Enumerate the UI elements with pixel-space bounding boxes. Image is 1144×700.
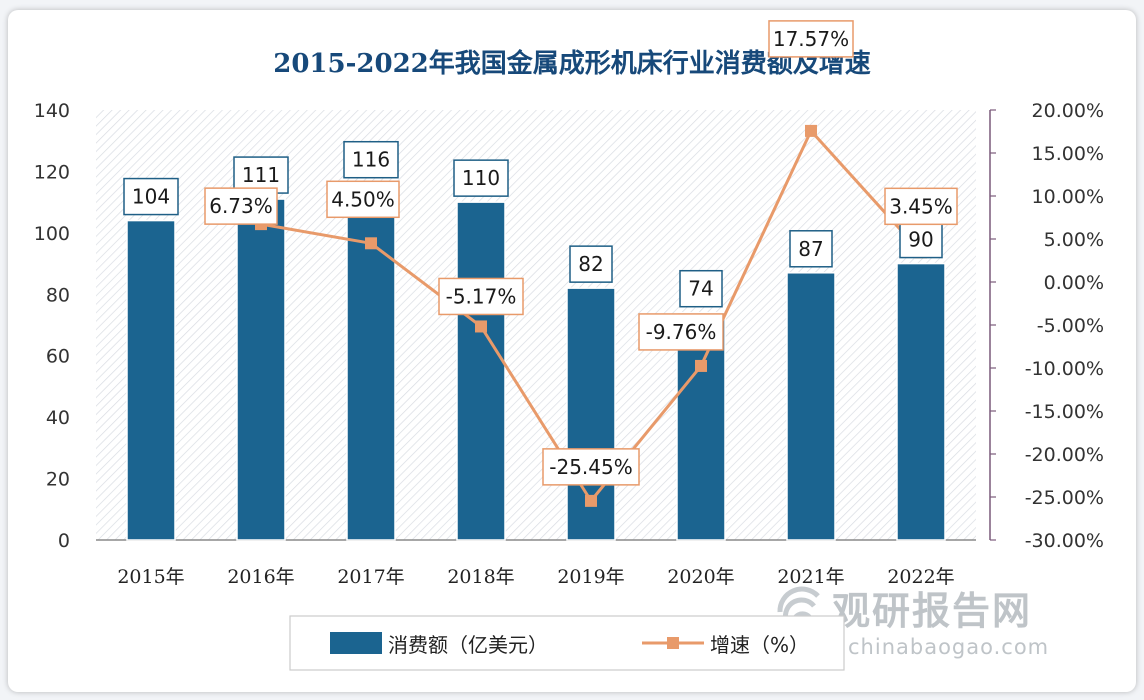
line-label-box [638, 313, 724, 351]
legend-line-label: 增速（%） [710, 633, 809, 657]
right-axis-tick: -25.00% [1025, 487, 1104, 509]
bar-label-box [233, 156, 289, 194]
x-axis-tick: 2019年 [557, 566, 624, 588]
bar-data-labels: 104 111 116 110 82 74 87 90 [123, 140, 943, 308]
line-marker [695, 359, 707, 372]
bar-value-label: 110 [462, 166, 500, 190]
right-axis-tick: 5.00% [1044, 229, 1104, 251]
bar-label-box [679, 269, 723, 308]
right-axis-tick: 15.00% [1032, 143, 1104, 165]
right-axis-tick: 20.00% [1032, 100, 1104, 122]
left-axis-tick: 0 [58, 530, 70, 552]
left-axis-tick: 140 [34, 100, 70, 122]
bar-value-label: 111 [242, 163, 280, 187]
left-axis-tick: 20 [46, 469, 70, 491]
bar-value-label: 116 [352, 148, 390, 172]
x-axis-tick: 2020年 [667, 566, 734, 588]
bar-label-box [343, 140, 399, 179]
line-label-box [204, 187, 278, 225]
bar-value-label: 90 [908, 228, 933, 252]
line-data-labels: 6.73% 4.50% -5.17% -25.45% -9.76% 17.57% 3.45% [204, 20, 958, 486]
bar-value-label: 74 [688, 277, 713, 301]
left-axis-tick: 100 [34, 223, 70, 245]
legend: 消费额（亿美元） 增速（%） [289, 615, 845, 671]
bar [896, 262, 946, 541]
right-axis: -30.00% -25.00% -20.00% -15.00% -10.00% -5.00… [990, 100, 1104, 552]
bar [346, 182, 396, 541]
x-axis-labels: 2015年 2016年 2017年 2018年 2019年 2020年 2021年 2022年 [117, 566, 954, 588]
chart-frame: 2015-2022年我国金属成形机床行业消费额及增速 0 20 40 60 80 100 1… [8, 10, 1136, 692]
line-marker [805, 124, 817, 137]
right-axis-tick: -10.00% [1025, 358, 1104, 380]
line-value-label: 3.45% [889, 194, 953, 218]
bar-label-box [123, 177, 179, 216]
right-axis-tick: 10.00% [1032, 186, 1104, 208]
bar [236, 198, 286, 541]
line-marker [365, 237, 377, 250]
right-axis-tick: -5.00% [1037, 315, 1104, 337]
legend-line-marker [667, 637, 679, 649]
line-label-box [884, 187, 958, 226]
bar-value-label: 104 [132, 185, 170, 209]
line-label-box [438, 277, 524, 316]
x-axis-tick: 2016年 [227, 566, 294, 588]
right-axis-tick: -15.00% [1025, 401, 1104, 423]
x-axis-tick: 2017年 [337, 566, 404, 588]
line-value-label: -5.17% [446, 284, 517, 308]
left-axis-tick: 120 [34, 161, 70, 183]
x-axis-tick: 2022年 [887, 566, 954, 588]
watermark: 观研报告网 chinabaogao.com [777, 586, 1049, 659]
left-axis-tick: 80 [46, 284, 70, 306]
bar [786, 272, 836, 541]
bar-label-box [453, 159, 509, 197]
line-label-box [542, 448, 640, 486]
bar [126, 219, 176, 541]
left-axis: 0 20 40 60 80 100 120 140 [34, 100, 70, 552]
bar-value-label: 82 [578, 252, 603, 276]
x-axis-tick: 2018年 [447, 566, 514, 588]
bar-label-box [789, 230, 833, 268]
line-label-box [768, 20, 854, 58]
line-value-label: -25.45% [549, 455, 632, 479]
bar-value-label: 87 [798, 237, 823, 261]
line-marker [475, 320, 487, 333]
right-axis-tick: -30.00% [1025, 530, 1104, 552]
watermark-cn: 观研报告网 [832, 589, 1032, 633]
bar-label-box [569, 245, 613, 283]
line-value-label: 17.57% [773, 27, 849, 51]
watermark-en: chinabaogao.com [848, 635, 1049, 659]
line-label-box [326, 180, 400, 219]
right-axis-tick: -20.00% [1025, 444, 1104, 466]
line-value-label: 4.50% [331, 187, 395, 211]
x-axis-tick: 2015年 [117, 566, 184, 588]
legend-bar-label: 消费额（亿美元） [388, 633, 548, 657]
plot-area [96, 110, 976, 540]
left-axis-tick: 60 [46, 346, 70, 368]
legend-bar-swatch [330, 632, 382, 654]
legend-box [289, 615, 845, 671]
line-value-label: -9.76% [646, 320, 717, 344]
line-series [255, 124, 927, 507]
left-axis-tick: 40 [46, 407, 70, 429]
x-axis-tick: 2021年 [777, 566, 844, 588]
bar [456, 201, 506, 541]
right-axis-tick: 0.00% [1044, 272, 1104, 294]
chart-svg: 2015-2022年我国金属成形机床行业消费额及增速 0204060801001… [34, 20, 1104, 671]
line-value-label: 6.73% [209, 194, 273, 218]
line-marker [585, 494, 597, 507]
